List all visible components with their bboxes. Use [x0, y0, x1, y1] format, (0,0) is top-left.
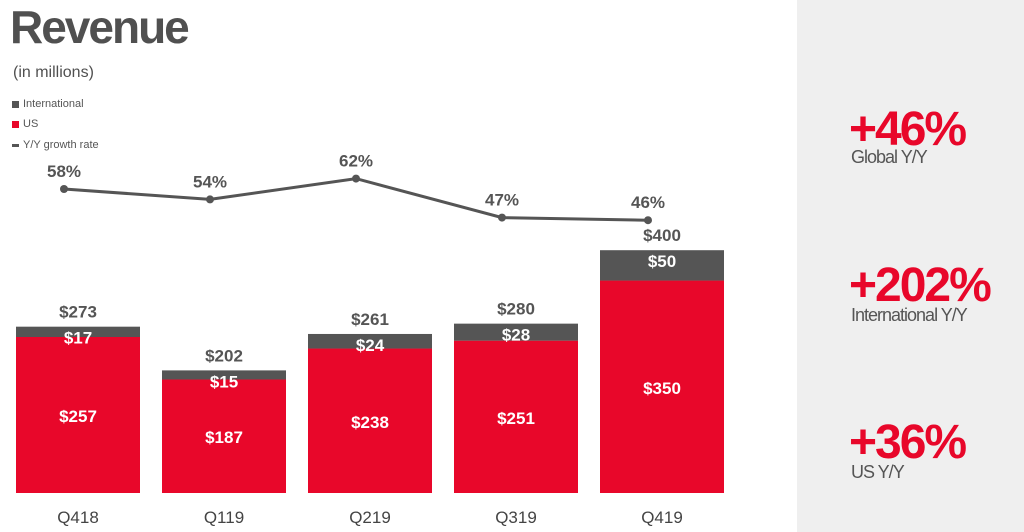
growth-point: [498, 213, 506, 222]
legend-item-growth: Y/Y growth rate: [12, 139, 99, 151]
bar-international: [454, 323, 578, 341]
data-label-total: $280: [497, 300, 535, 319]
data-label-international: $17: [64, 329, 92, 348]
data-label-international: $28: [502, 326, 530, 345]
growth-label: 46%: [631, 193, 665, 212]
stat-global-label: Global Y/Y: [851, 147, 928, 167]
stat-international-value: +202%: [849, 259, 992, 312]
data-label-total: $202: [205, 346, 243, 365]
legend-label-us: US: [23, 118, 39, 130]
bar-us: [308, 348, 432, 493]
growth-point: [644, 216, 652, 225]
x-tick-label: Q319: [495, 508, 537, 527]
growth-point: [60, 185, 68, 193]
growth-line: [63, 177, 649, 222]
bar-international: [308, 333, 432, 349]
legend-swatch-growth: [12, 143, 19, 147]
stat-us-label: US Y/Y: [851, 462, 905, 482]
data-label-international: $24: [356, 336, 385, 355]
growth-stats-panel: +46% Global Y/Y +202% International Y/Y …: [797, 0, 1024, 532]
bar-international: [162, 370, 286, 380]
stat-global-value: +46%: [849, 103, 967, 156]
data-label-total: $261: [351, 310, 389, 329]
revenue-chart: $257 $17 $273 Q418 $187 $15 $202 Q119 $238 $24 $26…: [16, 152, 724, 527]
growth-point: [352, 174, 360, 183]
bar-us: [454, 340, 578, 493]
chart-subtitle: (in millions): [13, 64, 94, 81]
stat-international-label: International Y/Y: [851, 305, 968, 325]
legend-item-us: US: [12, 118, 38, 130]
x-tick-label: Q119: [204, 508, 244, 527]
chart-title: Revenue: [10, 1, 190, 53]
bar-us: [162, 379, 286, 493]
legend-label-growth: Y/Y growth rate: [23, 139, 99, 151]
bar-us: [16, 337, 140, 493]
bar-international: [16, 326, 140, 338]
growth-label: 62%: [339, 152, 373, 171]
data-label-international: $15: [210, 372, 238, 391]
data-label-us: $251: [497, 409, 535, 428]
growth-label: 47%: [485, 191, 519, 210]
data-label-us: $187: [205, 428, 243, 447]
data-label-total: $400: [643, 226, 681, 245]
bar-international: [600, 250, 724, 281]
stat-us-value: +36%: [849, 416, 967, 469]
x-tick-label: Q219: [349, 508, 391, 527]
growth-label: 58%: [47, 162, 81, 181]
legend-swatch-international: [12, 100, 19, 108]
x-tick-label: Q418: [57, 508, 99, 527]
legend-label-international: International: [23, 98, 84, 110]
data-label-us: $238: [351, 413, 389, 432]
data-label-international: $50: [648, 252, 676, 271]
data-label-us: $257: [59, 407, 97, 426]
x-tick-label: Q419: [641, 508, 683, 527]
growth-label: 54%: [193, 172, 227, 191]
bar-us: [600, 280, 724, 493]
growth-point: [206, 195, 214, 204]
legend-swatch-us: [12, 120, 19, 128]
data-label-total: $273: [59, 303, 97, 322]
legend-item-international: International: [12, 98, 84, 110]
data-label-us: $350: [643, 379, 681, 398]
